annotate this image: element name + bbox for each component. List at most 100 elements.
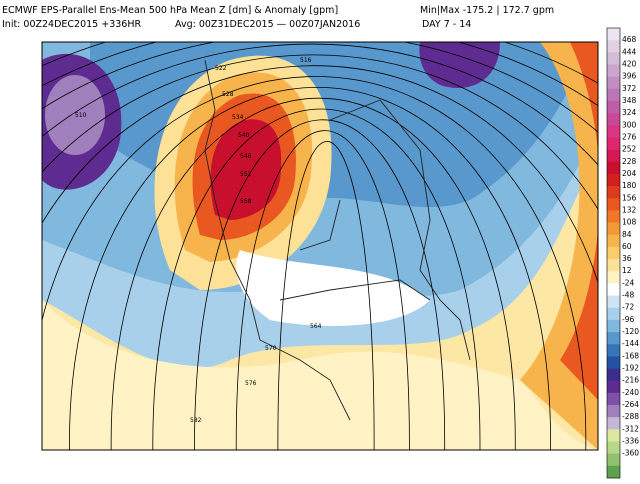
map-frame (41, 41, 599, 451)
colorbar-swatch (607, 465, 620, 479)
colorbar-frame (606, 27, 621, 479)
colorbar-label: -144 (622, 339, 639, 348)
colorbar-label: -288 (622, 412, 639, 421)
colorbar-swatch (607, 125, 620, 138)
colorbar-swatch (607, 76, 620, 90)
colorbar-label: -120 (622, 327, 639, 336)
colorbar-label: 396 (622, 72, 637, 81)
colorbar-label: 420 (622, 59, 637, 68)
contour-label: 564 (310, 323, 322, 330)
colorbar-label: -312 (622, 424, 639, 433)
contour-label: 522 (215, 65, 227, 72)
colorbar-swatch (607, 113, 620, 126)
contour-label: 516 (300, 57, 312, 64)
contour-line (110, 97, 516, 450)
colorbar-label: -168 (622, 351, 639, 360)
init: Init: 00Z24DEC2015 +336HR (2, 19, 141, 30)
colorbar-label: -72 (622, 303, 634, 312)
colorbar-label: 444 (622, 47, 637, 56)
day: DAY 7 - 14 (422, 19, 471, 30)
colorbar-swatch (607, 186, 620, 199)
colorbar-swatch (607, 40, 620, 53)
contour-line (42, 43, 598, 166)
contour-label: 570 (265, 345, 277, 352)
colorbar-swatch (607, 453, 620, 467)
contour-label: 534 (232, 114, 244, 121)
colorbar-label: 108 (622, 218, 637, 227)
contour-label: 552 (240, 171, 252, 178)
colorbar-swatch (607, 392, 620, 406)
colorbar-label: 180 (622, 181, 637, 190)
colorbar-label: 60 (622, 242, 632, 251)
colorbar-swatch (607, 149, 620, 163)
contour-line (42, 65, 598, 285)
colorbar-label: -336 (622, 437, 639, 446)
contour-label: 576 (245, 380, 257, 387)
contour-line (69, 87, 551, 450)
colorbar-swatch (607, 246, 620, 260)
colorbar-swatch (607, 64, 620, 77)
colorbar-label: -48 (622, 291, 634, 300)
colorbar-label: -96 (622, 315, 634, 324)
colorbar-label: 132 (622, 205, 637, 214)
colorbar-swatch (607, 332, 620, 345)
colorbar-label: 348 (622, 96, 637, 105)
avg: Avg: 00Z31DEC2015 — 00Z07JAN2016 (175, 19, 360, 30)
colorbar-swatch (607, 344, 620, 357)
contour-label: 558 (240, 198, 252, 205)
colorbar-label: 204 (622, 169, 637, 178)
colorbar-label: -360 (622, 449, 639, 458)
colorbar-swatch (607, 429, 620, 442)
title: ECMWF EPS-Parallel Ens-Mean 500 hPa Mean… (2, 5, 338, 16)
contour-label: 582 (190, 417, 202, 424)
colorbar-label: 324 (622, 108, 637, 117)
min-max: Min|Max -175.2 | 172.7 gpm (420, 5, 554, 16)
colorbar-label: 84 (622, 230, 632, 239)
contour-line (194, 119, 446, 450)
colorbar-label: -240 (622, 388, 639, 397)
colorbar-swatch (607, 88, 620, 102)
colorbar-swatch (607, 100, 620, 114)
contour-label: 540 (238, 132, 250, 139)
colorbar-label: 468 (622, 35, 637, 44)
colorbar-label: 300 (622, 120, 637, 129)
colorbar-swatch (607, 417, 620, 430)
colorbar-label: 372 (622, 84, 637, 93)
colorbar-swatch (607, 319, 620, 333)
colorbar-swatch (607, 198, 620, 211)
colorbar-label: 228 (622, 157, 637, 166)
colorbar-swatch (607, 368, 620, 382)
colorbar-swatch (607, 307, 620, 321)
colorbar-swatch (607, 441, 620, 454)
colorbar-label: 12 (622, 266, 632, 275)
colorbar-swatch (607, 405, 620, 418)
colorbar-label: 36 (622, 254, 632, 263)
colorbar-label: 276 (622, 132, 637, 141)
colorbar-swatch (607, 28, 620, 41)
colorbar-swatch (607, 356, 620, 369)
colorbar-swatch (607, 380, 620, 394)
colorbar-swatch (607, 173, 620, 187)
contour-label: 546 (240, 153, 252, 160)
colorbar-swatch (607, 210, 620, 223)
contour-line (42, 54, 598, 211)
colorbar-label: -24 (622, 278, 634, 287)
colorbar-swatch (607, 222, 620, 236)
colorbar-swatch (607, 259, 620, 272)
colorbar-swatch (607, 137, 620, 150)
contour-label: 510 (75, 112, 87, 119)
contour-line (277, 141, 375, 450)
colorbar-label: 252 (622, 145, 637, 154)
contour-line (42, 76, 587, 450)
colorbar-swatch (607, 295, 620, 309)
colorbar-swatch (607, 271, 620, 284)
contour-line (152, 108, 481, 450)
contour-label: 528 (222, 91, 234, 98)
colorbar-swatch (607, 234, 620, 248)
colorbar-label: 156 (622, 193, 637, 202)
colorbar-label: -264 (622, 400, 639, 409)
colorbar-swatch (607, 161, 620, 175)
colorbar-swatch (607, 283, 620, 296)
contour-line (235, 130, 410, 450)
